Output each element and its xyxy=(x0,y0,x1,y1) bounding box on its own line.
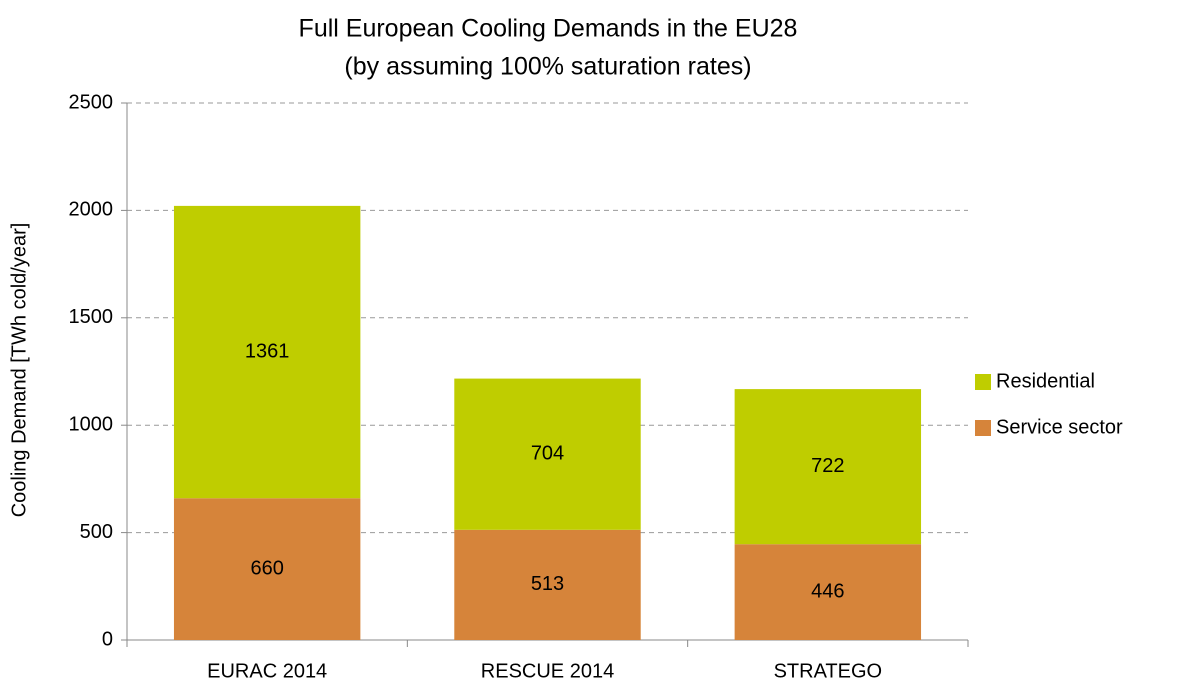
legend-label: Residential xyxy=(996,370,1095,392)
y-tick-label: 2000 xyxy=(69,199,114,221)
bar-segment xyxy=(173,498,361,640)
y-tick-label: 1500 xyxy=(69,306,114,328)
data-label: 704 xyxy=(531,442,564,464)
data-label: 513 xyxy=(531,573,564,595)
y-tick-label: 1000 xyxy=(69,413,114,435)
bar-segment xyxy=(454,529,641,640)
data-label: 722 xyxy=(811,455,844,477)
bar-segment xyxy=(173,205,361,499)
x-tick-label: RESCUE 2014 xyxy=(481,660,614,682)
chart-subtitle: (by assuming 100% saturation rates) xyxy=(344,53,751,81)
data-label: 660 xyxy=(250,557,283,579)
bar-segment xyxy=(454,378,641,530)
chart-title: Full European Cooling Demands in the EU2… xyxy=(299,15,798,43)
y-tick-label: 2500 xyxy=(69,91,114,113)
bar-segment xyxy=(734,544,922,640)
legend-label: Service sector xyxy=(996,416,1123,438)
x-tick-label: EURAC 2014 xyxy=(207,660,327,682)
y-tick-label: 500 xyxy=(80,521,113,543)
legend-swatch xyxy=(975,374,991,390)
bar-segment xyxy=(734,389,922,545)
legend-swatch xyxy=(975,420,991,436)
data-label: 446 xyxy=(811,580,844,602)
y-tick-label: 0 xyxy=(102,628,113,650)
x-tick-label: STRATEGO xyxy=(774,660,883,682)
y-axis-label: Cooling Demand [TWh cold/year] xyxy=(8,223,30,518)
data-label: 1361 xyxy=(245,340,290,362)
